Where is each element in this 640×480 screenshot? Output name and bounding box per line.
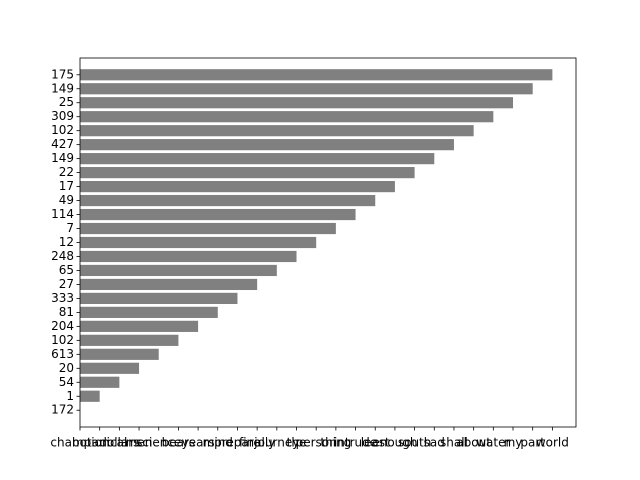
y-tick-label: 7 xyxy=(66,221,74,235)
x-tick-label: south xyxy=(398,436,432,450)
y-tick-label: 65 xyxy=(59,263,74,277)
x-tick-label: mind xyxy=(203,436,233,450)
x-tick-label: botanical xyxy=(72,436,127,450)
x-tick-label: years xyxy=(182,436,215,450)
x-tick-label: intrude xyxy=(334,436,377,450)
y-tick-label: 204 xyxy=(51,319,74,333)
y-tick-label: 172 xyxy=(51,403,74,417)
bar xyxy=(80,125,474,137)
y-tick-label: 248 xyxy=(51,249,74,263)
x-tick-label: water xyxy=(476,436,510,450)
bar xyxy=(80,376,120,388)
bar xyxy=(80,236,317,249)
bar xyxy=(80,97,514,109)
x-tick-label: my xyxy=(504,436,523,450)
x-tick-label: world xyxy=(536,436,569,450)
bar xyxy=(80,292,238,304)
bar xyxy=(80,208,356,221)
y-tick-label: 1 xyxy=(66,389,74,403)
y-tick-label: 54 xyxy=(59,375,74,389)
y-tick-label: 12 xyxy=(59,235,74,249)
y-tick-label: 17 xyxy=(59,179,74,193)
y-tick-label: 613 xyxy=(51,347,74,361)
y-tick-label: 427 xyxy=(51,137,74,151)
y-tick-label: 149 xyxy=(51,81,74,95)
x-tick-label: men xyxy=(126,436,153,450)
y-tick-label: 102 xyxy=(51,333,74,347)
bar xyxy=(80,362,140,374)
x-tick-label: enough xyxy=(372,436,417,450)
y-tick-label: 20 xyxy=(59,361,74,375)
y-tick-label: 333 xyxy=(51,291,74,305)
y-tick-label: 22 xyxy=(59,165,74,179)
x-tick-label: sad xyxy=(424,436,445,450)
bar xyxy=(80,111,494,123)
y-tick-label: 102 xyxy=(51,123,74,137)
x-tick-label: champion xyxy=(50,436,109,450)
x-tick-label: about xyxy=(456,436,491,450)
x-tick-label: part xyxy=(520,436,545,450)
x-tick-label: shall xyxy=(440,436,468,450)
x-tick-label: journey xyxy=(253,436,299,450)
y-tick-label: 81 xyxy=(59,305,74,319)
y-tick-label: 49 xyxy=(59,193,74,207)
bar xyxy=(80,390,100,402)
bar xyxy=(80,334,179,346)
bar xyxy=(80,348,159,360)
y-tick-label: 27 xyxy=(59,277,74,291)
bar xyxy=(80,278,258,291)
plot-frame xyxy=(79,57,577,428)
bar xyxy=(80,250,297,263)
bar xyxy=(80,167,415,179)
x-tick-label: science xyxy=(136,436,181,450)
y-tick-label: 114 xyxy=(51,207,74,221)
bar xyxy=(80,264,277,277)
bar xyxy=(80,181,395,193)
x-tick-label: bears xyxy=(162,436,196,450)
bar xyxy=(80,194,376,207)
bar xyxy=(80,83,533,95)
bar xyxy=(80,306,218,318)
bar xyxy=(80,69,553,81)
x-tick-label: person xyxy=(296,436,337,450)
x-tick-label: finally xyxy=(239,436,275,450)
bar xyxy=(80,222,336,235)
y-tick-label: 149 xyxy=(51,151,74,165)
y-tick-label: 175 xyxy=(51,67,74,81)
bar xyxy=(80,153,435,165)
x-tick-label: least xyxy=(361,436,390,450)
bar xyxy=(80,320,199,332)
y-tick-label: 309 xyxy=(51,109,74,123)
y-tick-label: 25 xyxy=(59,95,74,109)
x-tick-label: dollars xyxy=(99,436,139,450)
bar xyxy=(80,139,454,151)
x-tick-label: prepare xyxy=(214,436,261,450)
x-tick-label: the xyxy=(287,436,307,450)
x-tick-label: thing xyxy=(320,436,351,450)
